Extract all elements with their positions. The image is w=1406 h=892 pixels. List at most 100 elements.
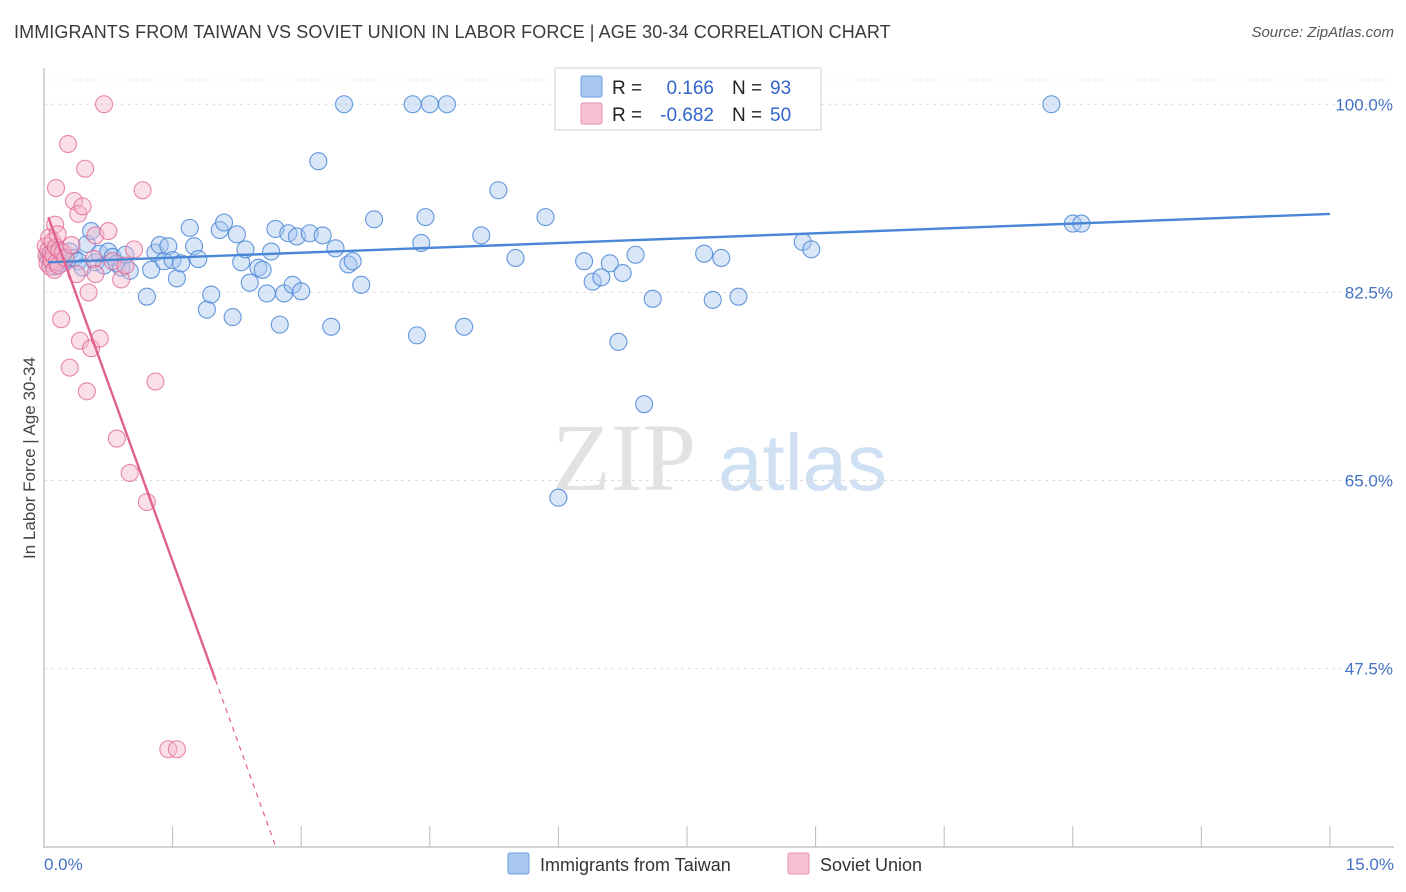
legend-r-value-2: -0.682 [660,105,714,126]
taiwan-point [167,269,186,288]
taiwan-point [365,210,384,229]
taiwan-point [227,225,246,244]
soviet-point [58,134,78,154]
y-tick-label: 47.5% [1345,660,1393,679]
taiwan-point [214,213,234,232]
soviet-point [76,159,95,178]
gridlines [44,79,1394,670]
tick-labels: 47.5% 65.0% 82.5% 100.0% 0.0% 15.0% [44,95,1394,874]
soviet-point [107,429,126,448]
taiwan-point [729,287,748,306]
soviet-point [120,463,139,483]
taiwan-point [626,245,645,264]
legend-swatch-blue [580,75,603,98]
taiwan-point [600,254,619,273]
taiwan-point [335,95,354,114]
stats-legend: R = 0.166 N = 93 R = -0.682 N = 50 [554,67,822,131]
soviet-point [60,358,79,377]
legend-taiwan-swatch [507,852,530,875]
taiwan-point [455,317,474,336]
taiwan-point [635,395,654,414]
taiwan-point [270,315,289,334]
taiwan-point [407,326,426,345]
x-tick-label-min: 0.0% [44,855,83,874]
taiwan-point [437,95,456,114]
taiwan-point [472,226,491,245]
soviet-point [73,197,92,216]
soviet-point [167,740,186,759]
soviet-point [133,181,152,200]
taiwan-point [197,300,216,319]
soviet-point [86,265,105,284]
trend-lines [47,212,1331,847]
soviet-point [116,256,135,275]
soviet-point [79,283,98,302]
taiwan-point [240,273,259,292]
taiwan-point [403,95,422,114]
legend-soviet-swatch [787,852,810,875]
soviet-point [94,95,114,114]
taiwan-point [343,252,362,271]
watermark-zip: ZIP [552,404,696,511]
taiwan-point [712,248,731,268]
x-tick-label-max: 15.0% [1346,855,1394,874]
legend-n-label-1: N = [732,78,762,99]
taiwan-point [1042,95,1061,114]
legend-swatch-pink [580,102,603,125]
taiwan-point [536,208,555,227]
taiwan-point [142,260,161,279]
soviet-point [46,179,66,198]
y-axis-label: In Labor Force | Age 30-34 [20,357,39,559]
watermark-atlas: atlas [718,418,887,507]
soviet-point [62,236,81,255]
series-soviet-points [36,95,186,759]
soviet-point [112,270,131,289]
taiwan-trend-line [48,212,1331,264]
taiwan-point [802,240,821,259]
taiwan-point [575,252,594,271]
axes [43,68,1394,848]
y-tick-label: 65.0% [1345,472,1393,491]
taiwan-point [489,181,508,200]
legend-n-value-2: 50 [770,105,791,126]
taiwan-point [159,237,178,256]
taiwan-point [309,152,328,171]
taiwan-point [223,308,242,327]
taiwan-point [313,226,332,245]
taiwan-point [253,260,272,279]
taiwan-point [137,287,156,306]
legend-taiwan-label: Immigrants from Taiwan [540,855,731,875]
taiwan-point [583,272,602,291]
taiwan-point [703,290,722,309]
taiwan-point [322,317,341,336]
soviet-point [99,222,118,241]
taiwan-point [180,218,199,237]
legend-soviet-label: Soviet Union [820,855,922,875]
series-taiwan-points [39,95,1091,507]
taiwan-point [613,263,632,283]
soviet-trend-extension [214,679,277,847]
taiwan-point [609,332,628,351]
y-tick-label: 82.5% [1345,283,1393,302]
taiwan-point [326,239,345,258]
taiwan-point [202,285,221,304]
legend-r-value-1: 0.166 [666,78,714,99]
taiwan-point [695,244,714,263]
legend-n-label-2: N = [732,105,762,126]
soviet-point [124,240,144,259]
soviet-point [77,382,96,401]
taiwan-point [643,289,662,308]
legend-r-label-2: R = [612,105,642,126]
y-tick-label: 100.0% [1335,95,1393,114]
taiwan-point [292,282,311,301]
taiwan-point [172,254,191,273]
soviet-point [84,249,103,269]
taiwan-point [262,242,281,261]
taiwan-point [506,248,525,268]
chart-title: IMMIGRANTS FROM TAIWAN VS SOVIET UNION I… [14,22,891,42]
legend-r-label-1: R = [612,78,642,99]
soviet-point [52,310,71,329]
taiwan-point [257,284,276,303]
taiwan-point [549,488,568,507]
